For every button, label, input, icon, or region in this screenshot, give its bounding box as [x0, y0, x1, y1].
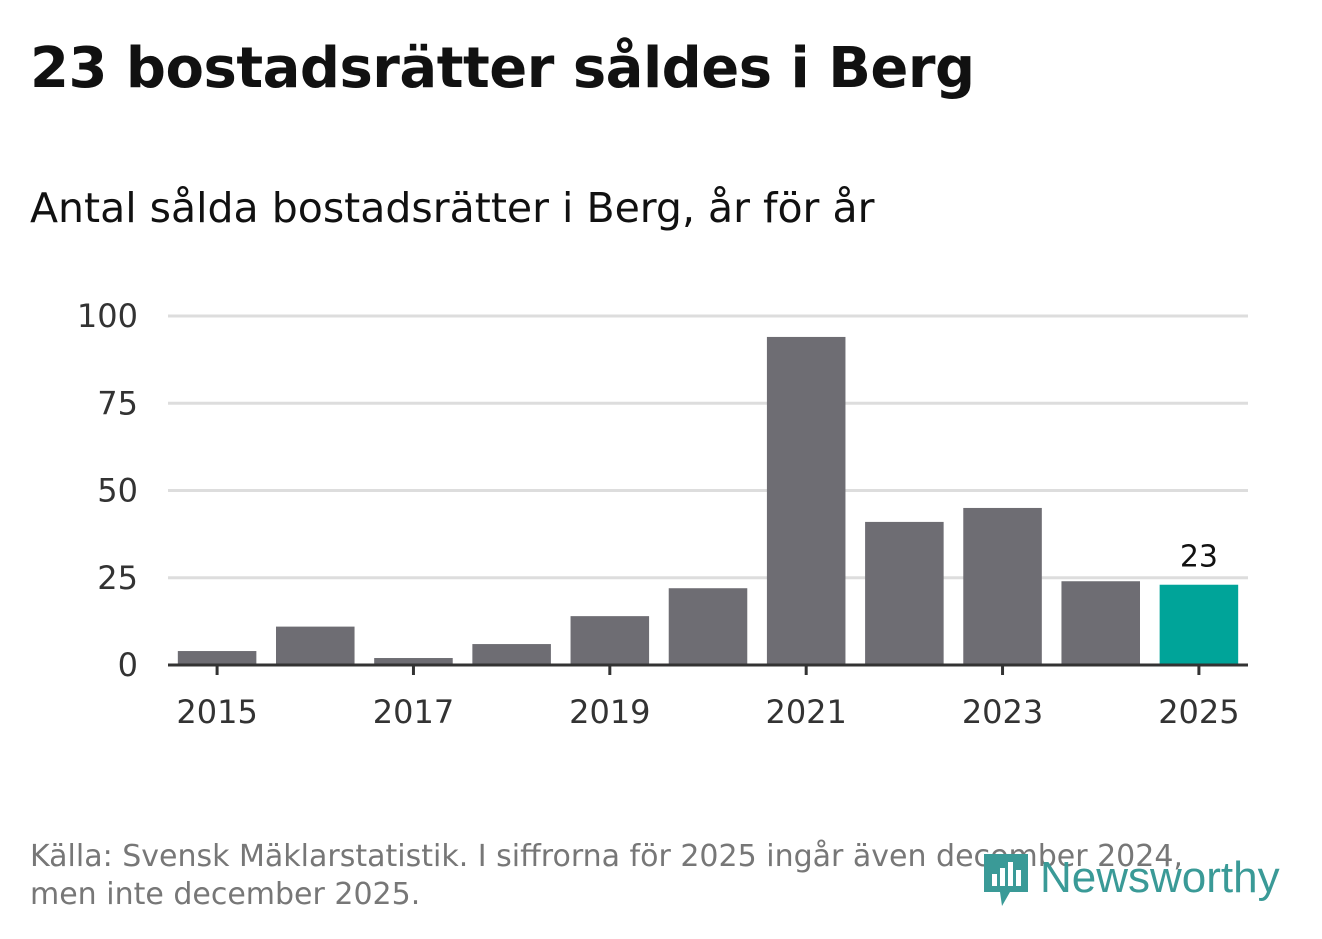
bar	[374, 658, 453, 665]
bar	[668, 588, 748, 665]
y-tick-label: 0	[118, 646, 138, 684]
y-tick-label: 50	[97, 472, 138, 510]
newsworthy-logo: Newsworthy	[980, 848, 1280, 908]
bar	[766, 336, 846, 665]
chart-subtitle: Antal sålda bostadsrätter i Berg, år för…	[30, 184, 875, 232]
bar	[865, 521, 944, 665]
x-tick-label: 2021	[765, 693, 846, 731]
bar	[1061, 581, 1140, 665]
x-tick-label: 2023	[962, 693, 1043, 731]
x-tick-label: 2025	[1158, 693, 1239, 731]
data-label: 23	[1180, 540, 1218, 575]
newsworthy-chart-bubble-icon	[984, 854, 1028, 906]
x-tick-label: 2019	[569, 693, 650, 731]
logo-text: Newsworthy	[1040, 853, 1280, 902]
bar	[963, 507, 1042, 665]
bar	[472, 644, 551, 665]
bar-chart: 0 25 50 75 100 2015 2017 2019 2021 2023 2025 23	[77, 297, 1248, 731]
bar	[177, 651, 257, 665]
chart-title: 23 bostadsrätter såldes i Berg	[30, 36, 975, 101]
bar	[570, 616, 650, 665]
y-tick-label: 25	[97, 559, 138, 597]
x-tick-label: 2017	[373, 693, 454, 731]
x-tick-label: 2015	[176, 693, 257, 731]
bar	[1159, 584, 1239, 665]
bar	[276, 626, 355, 665]
y-tick-label: 75	[97, 384, 138, 422]
y-tick-label: 100	[77, 297, 138, 335]
